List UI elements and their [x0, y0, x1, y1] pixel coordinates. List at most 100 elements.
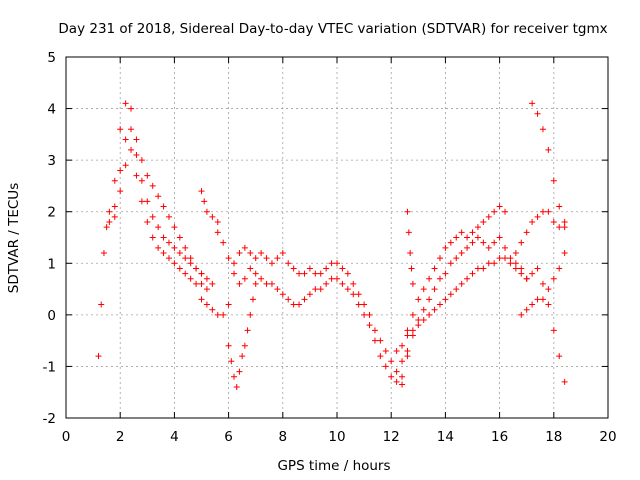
data-point	[95, 353, 102, 360]
series-track-n	[529, 100, 568, 226]
data-point	[420, 306, 427, 313]
x-axis-label: GPS time / hours	[277, 458, 390, 474]
data-point	[523, 229, 530, 236]
data-point	[155, 224, 162, 231]
data-point	[464, 234, 471, 241]
y-tick-label: 2	[47, 205, 56, 221]
data-point	[106, 219, 113, 226]
data-point	[464, 275, 471, 282]
series-track-k	[404, 208, 416, 287]
data-point	[106, 208, 113, 215]
data-point	[366, 311, 373, 318]
data-point	[399, 358, 406, 365]
x-tick-label: 20	[599, 429, 616, 445]
data-point	[464, 244, 471, 251]
data-point	[236, 249, 243, 256]
data-point	[474, 224, 481, 231]
data-point	[382, 363, 389, 370]
data-point	[187, 275, 194, 282]
data-point	[117, 167, 124, 174]
data-point	[469, 239, 476, 246]
data-point	[279, 291, 286, 298]
data-point	[247, 249, 254, 256]
data-point	[225, 301, 232, 308]
data-point	[149, 182, 156, 189]
data-point	[431, 306, 438, 313]
data-point	[236, 280, 243, 287]
data-point	[409, 332, 416, 339]
data-point	[529, 100, 536, 107]
data-point	[355, 301, 362, 308]
data-point	[447, 239, 454, 246]
data-point	[149, 234, 156, 241]
data-point	[545, 286, 552, 293]
data-point	[561, 378, 568, 385]
data-point	[138, 177, 145, 184]
data-point	[220, 311, 227, 318]
data-point	[529, 270, 536, 277]
data-point	[405, 229, 412, 236]
data-point	[415, 317, 422, 324]
y-tick-label: -1	[43, 359, 56, 375]
data-point	[556, 224, 563, 231]
data-point	[198, 270, 205, 277]
data-point	[491, 260, 498, 267]
data-point	[176, 234, 183, 241]
data-point	[539, 126, 546, 133]
data-point	[279, 249, 286, 256]
data-point	[502, 208, 509, 215]
data-point	[176, 249, 183, 256]
data-point	[518, 270, 525, 277]
x-tick-label: 10	[328, 429, 345, 445]
data-point	[550, 327, 557, 334]
series-track-o	[523, 265, 568, 385]
data-point	[241, 275, 248, 282]
data-point	[252, 255, 259, 262]
data-point	[122, 136, 129, 143]
y-tick-label: 3	[47, 153, 56, 169]
data-point	[209, 213, 216, 220]
data-point	[301, 296, 308, 303]
data-point	[485, 260, 492, 267]
series-track-g	[225, 280, 259, 391]
x-tick-label: 12	[383, 429, 400, 445]
data-point	[447, 260, 454, 267]
data-point	[502, 255, 509, 262]
data-point	[382, 347, 389, 354]
data-point	[231, 260, 238, 267]
x-tick-label: 18	[545, 429, 562, 445]
data-point	[198, 296, 205, 303]
data-point	[128, 126, 135, 133]
data-point	[203, 275, 210, 282]
data-point	[561, 219, 568, 226]
data-point	[529, 301, 536, 308]
data-point	[409, 311, 416, 318]
data-point	[361, 301, 368, 308]
data-point	[171, 244, 178, 251]
data-point	[231, 270, 238, 277]
data-point	[165, 255, 172, 262]
data-point	[344, 286, 351, 293]
series-track-m	[518, 249, 568, 318]
y-tick-label: 1	[47, 256, 56, 272]
series-track-a	[95, 100, 205, 360]
data-point	[193, 265, 200, 272]
data-point	[534, 110, 541, 117]
data-point	[453, 234, 460, 241]
data-point	[431, 265, 438, 272]
x-tick-labels: 0 2 4 6 8 10 12 14 16 18 20	[62, 429, 617, 445]
data-point	[344, 270, 351, 277]
data-point	[415, 296, 422, 303]
data-point	[469, 270, 476, 277]
data-point	[214, 311, 221, 318]
data-point	[128, 146, 135, 153]
data-point	[209, 306, 216, 313]
y-axis-label: SDTVAR / TECUs	[6, 183, 22, 293]
data-point	[274, 255, 281, 262]
data-point	[203, 301, 210, 308]
data-point	[469, 229, 476, 236]
x-tick-label: 0	[62, 429, 71, 445]
data-point	[198, 280, 205, 287]
series-track-b	[106, 126, 216, 287]
data-point	[426, 296, 433, 303]
